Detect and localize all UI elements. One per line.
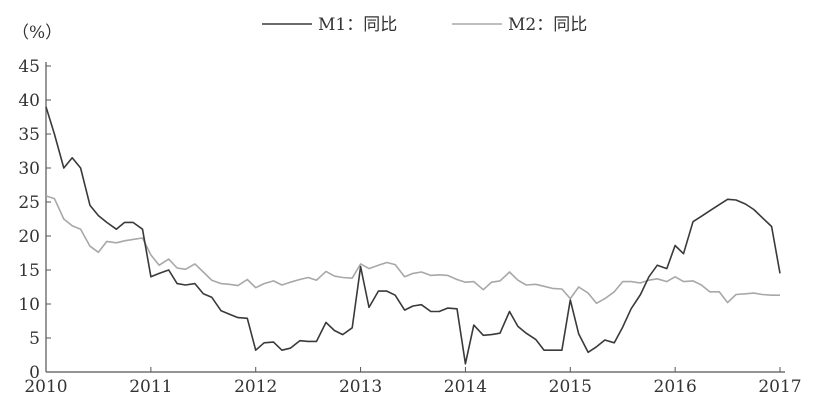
y-tick-label: 45: [18, 57, 40, 77]
y-tick-label: 40: [18, 91, 40, 111]
x-tick-label: 2017: [758, 377, 801, 397]
y-tick-label: 10: [18, 295, 40, 315]
legend: M1：同比 M2：同比: [262, 15, 587, 35]
y-tick-label: 25: [18, 193, 40, 213]
y-tick-label: 30: [18, 159, 40, 179]
y-tick-label: 15: [18, 261, 40, 281]
series-layer: [45, 106, 781, 365]
x-tick-label: 2013: [339, 377, 382, 397]
y-tick-label: 20: [18, 227, 40, 247]
y-tick-label: 35: [18, 125, 40, 145]
y-axis-ticks: 0 5 10 15 20 25 30 35 40 45: [18, 57, 51, 383]
x-tick-label: 2016: [654, 377, 697, 397]
y-axis-unit-label: （%）: [12, 23, 62, 43]
series-line-m2: [45, 195, 780, 305]
x-tick-label: 2015: [549, 377, 592, 397]
y-tick-label: 5: [29, 329, 40, 349]
x-axis-ticks: 2010 2011 2012 2013 2014 2015 2016 2017: [24, 367, 802, 397]
x-tick-label: 2012: [234, 377, 277, 397]
legend-label-m1: M1：同比: [318, 15, 397, 35]
legend-label-m2: M2：同比: [508, 15, 587, 35]
series-line-m1: [45, 106, 781, 365]
x-tick-label: 2010: [24, 377, 67, 397]
y-tick-label: 0: [29, 363, 40, 383]
x-tick-label: 2011: [129, 377, 172, 397]
x-tick-label: 2014: [444, 377, 487, 397]
